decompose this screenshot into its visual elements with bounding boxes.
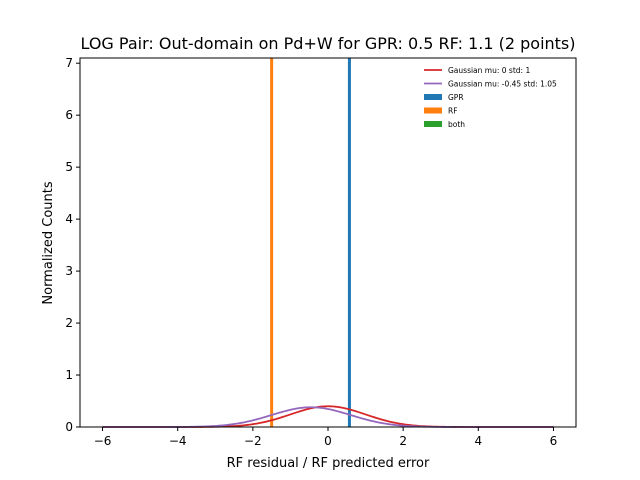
axes: −6 −4 −2 0 2 4 6 0 1 2 3 4 5 6 7 [65, 56, 577, 448]
x-tick-label: 0 [324, 434, 332, 448]
legend-patch-rf [424, 107, 442, 114]
y-tick-label: 6 [65, 108, 73, 122]
y-tick-label: 3 [65, 264, 73, 278]
x-tick-label: 2 [399, 434, 407, 448]
legend-label: Gaussian mu: -0.45 std: 1.05 [448, 80, 557, 89]
legend-label: GPR [448, 93, 464, 102]
x-tick-label: −6 [94, 434, 112, 448]
y-tick-label: 1 [65, 368, 73, 382]
y-tick-label: 7 [65, 56, 73, 70]
legend: Gaussian mu: 0 std: 1 Gaussian mu: -0.45 … [424, 66, 557, 129]
legend-label: Gaussian mu: 0 std: 1 [448, 66, 530, 75]
x-tick-label: 4 [474, 434, 482, 448]
legend-label: RF [448, 107, 458, 116]
legend-label: both [448, 120, 465, 129]
y-tick-label: 5 [65, 160, 73, 174]
y-axis-label: Normalized Counts [41, 181, 56, 304]
x-tick-label: 6 [550, 434, 558, 448]
legend-patch-both [424, 121, 442, 127]
histogram-bar-gpr [347, 58, 351, 427]
histogram-bar-rf [270, 58, 274, 427]
y-tick-label: 4 [65, 212, 73, 226]
legend-patch-gpr [424, 94, 442, 100]
x-axis-label: RF residual / RF predicted error [227, 456, 430, 471]
x-tick-label: −4 [169, 434, 187, 448]
chart-title: LOG Pair: Out-domain on Pd+W for GPR: 0.… [80, 34, 575, 53]
x-tick-label: −2 [244, 434, 262, 448]
y-tick-label: 2 [65, 316, 73, 330]
y-tick-label: 0 [65, 420, 73, 434]
